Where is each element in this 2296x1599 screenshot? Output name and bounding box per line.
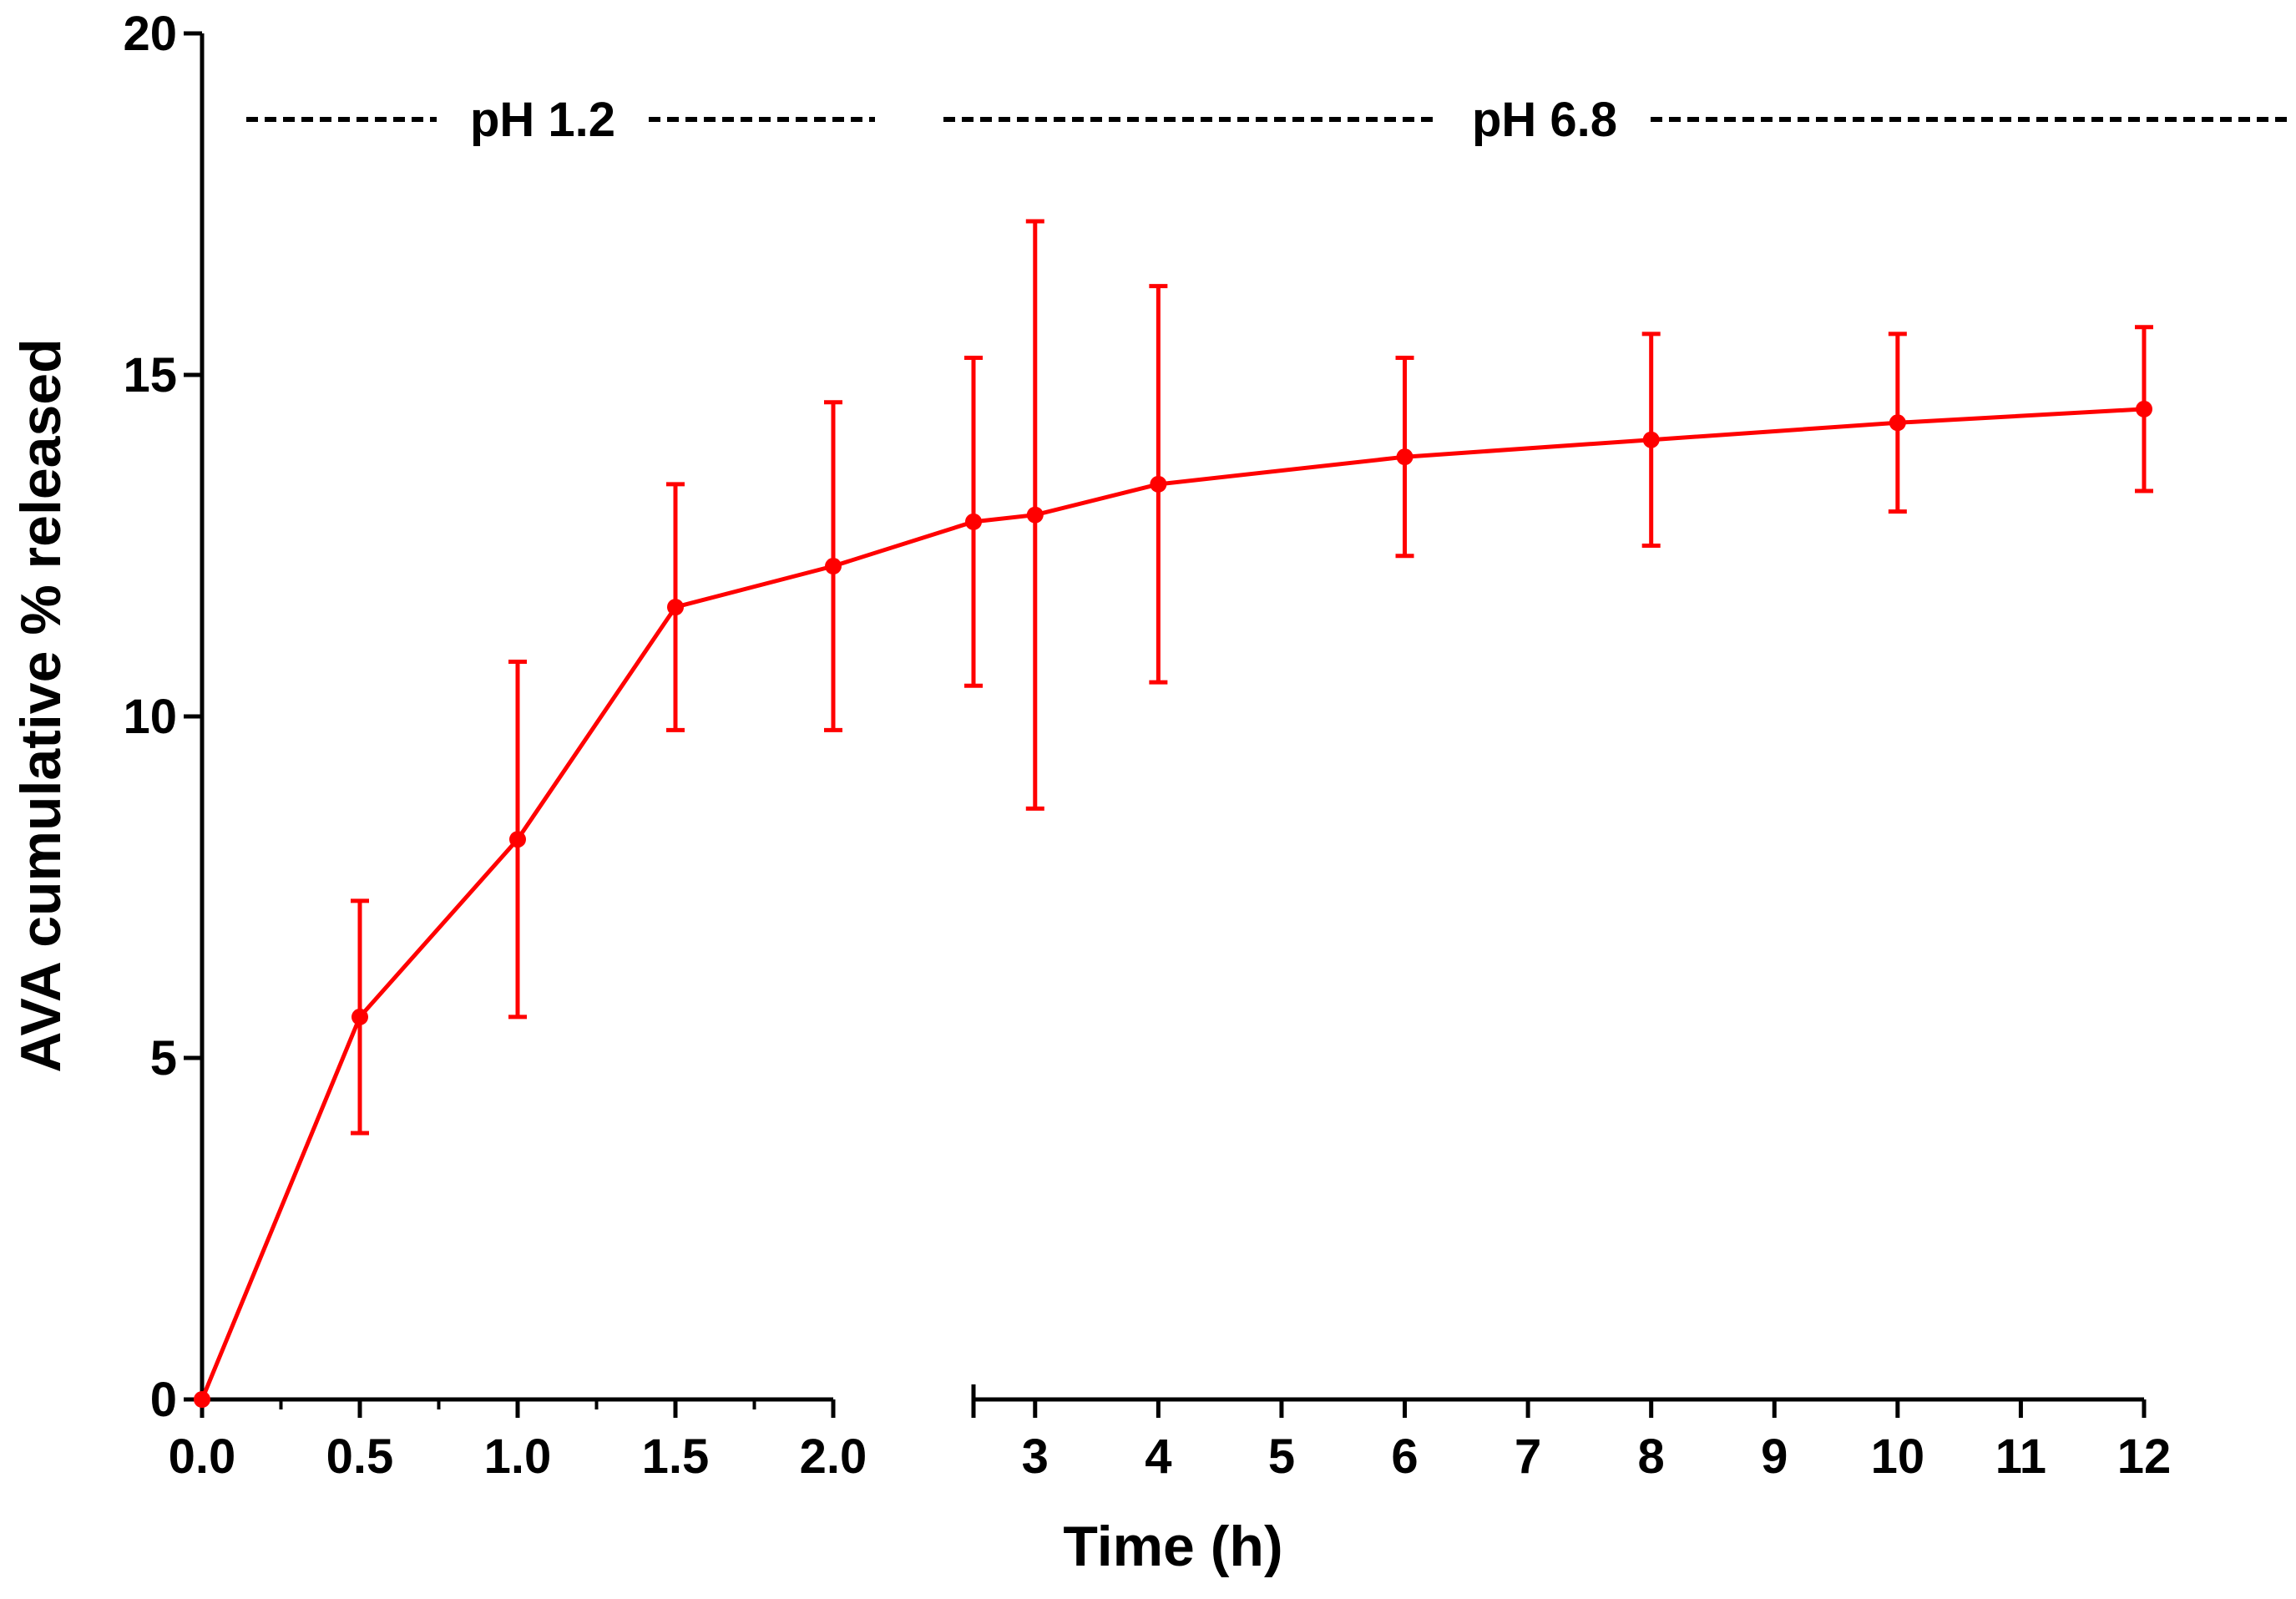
y-tick-label: 0 <box>150 1373 177 1427</box>
y-tick-label: 20 <box>123 7 177 61</box>
x-tick-label: 12 <box>2117 1429 2172 1484</box>
data-point <box>667 599 684 616</box>
x-tick-label: 7 <box>1515 1429 1541 1484</box>
data-point <box>2136 400 2152 417</box>
x-tick-label: 9 <box>1761 1429 1788 1484</box>
x-tick-label: 1.0 <box>484 1429 552 1484</box>
data-point <box>351 1008 368 1025</box>
y-axis-title: AVA cumulative % released <box>9 338 73 1072</box>
x-tick-label: 8 <box>1638 1429 1665 1484</box>
ph-label: pH 1.2 <box>470 93 615 147</box>
data-series <box>194 219 2153 1408</box>
x-tick-label: 4 <box>1145 1429 1171 1484</box>
data-point <box>1889 414 1906 432</box>
data-point <box>1396 448 1414 466</box>
y-tick-label: 15 <box>123 348 177 402</box>
data-point <box>1026 506 1044 524</box>
x-tick-label: 11 <box>1995 1429 2046 1484</box>
data-point <box>1642 431 1660 448</box>
data-point <box>194 1391 210 1408</box>
x-tick-label: 0.0 <box>169 1429 236 1484</box>
data-point <box>1150 475 1167 493</box>
x-tick-label: 2.0 <box>800 1429 867 1484</box>
data-point <box>825 558 842 575</box>
data-point <box>965 513 982 530</box>
x-tick-label: 1.5 <box>642 1429 710 1484</box>
axes: 0 5 10 15 20 0.0 0.5 1.0 1.5 2.0 3 4 5 6 7 8 9 10 11 12 <box>123 7 2171 1484</box>
y-tick-label: 5 <box>150 1031 177 1085</box>
x-tick-label: 3 <box>1022 1429 1049 1484</box>
x-tick-label: 0.5 <box>326 1429 394 1484</box>
y-tick-label: 10 <box>123 690 177 744</box>
x-tick-label: 10 <box>1871 1429 1925 1484</box>
ph-annotations: pH 1.2 pH 6.8 <box>246 93 2288 147</box>
x-tick-label: 5 <box>1268 1429 1295 1484</box>
x-axis-title: Time (h) <box>1063 1515 1282 1578</box>
series-line <box>200 407 2145 1400</box>
x-tick-label: 6 <box>1391 1429 1418 1484</box>
data-point <box>509 831 526 848</box>
ph-label: pH 6.8 <box>1472 93 1617 147</box>
